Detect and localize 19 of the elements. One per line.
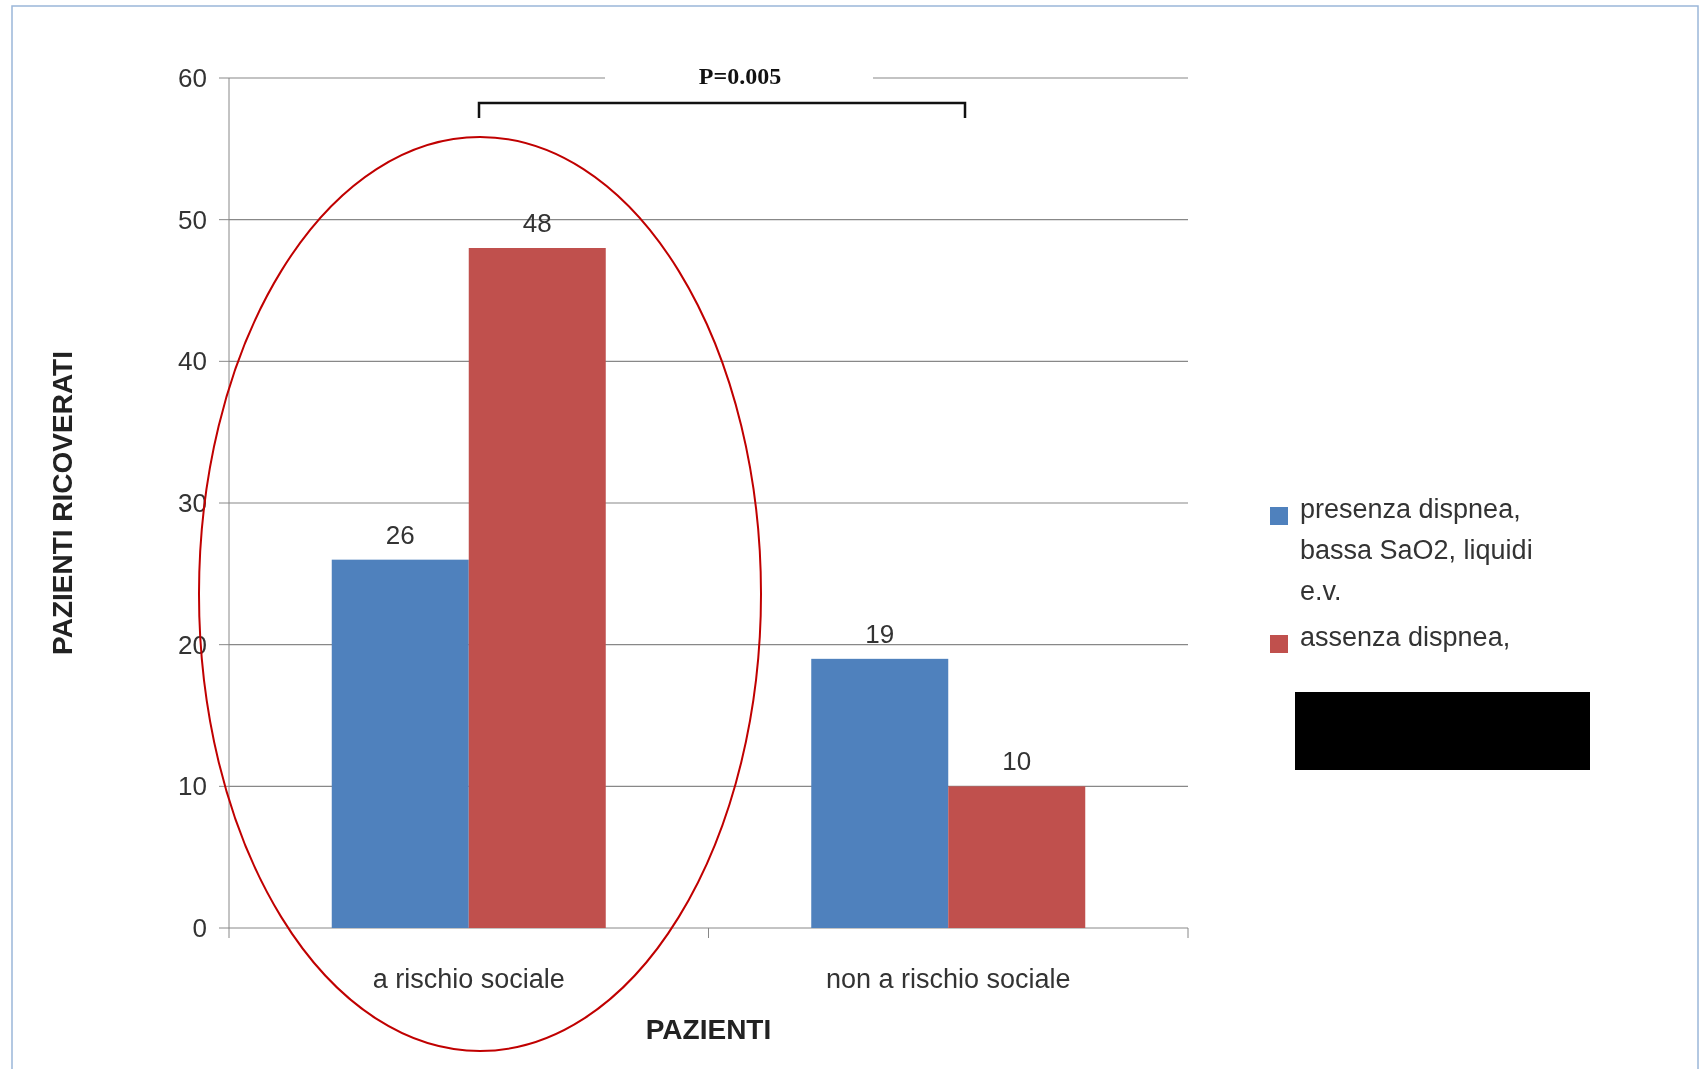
y-tick-label: 40 — [178, 346, 207, 377]
data-label: 19 — [865, 618, 895, 649]
y-tick-label: 10 — [178, 771, 207, 802]
y-axis-title: PAZIENTI RICOVERATI — [47, 351, 78, 655]
bar — [811, 658, 949, 928]
legend-label: presenza dispnea, bassa SaO2, liquidi e.v. — [1300, 494, 1533, 606]
legend-label: assenza dispnea, — [1300, 622, 1511, 652]
bar — [331, 559, 469, 928]
x-tick-label: a rischio sociale — [372, 964, 565, 994]
data-label: 26 — [385, 519, 415, 550]
y-tick-label: 50 — [178, 204, 207, 235]
x-axis-title: PAZIENTI — [645, 1014, 772, 1045]
data-label: 10 — [1002, 746, 1032, 777]
bar — [468, 248, 606, 928]
y-tick-label: 60 — [178, 63, 207, 94]
annotation: P=0.005 — [698, 63, 782, 89]
x-tick-label: non a rischio sociale — [825, 964, 1071, 994]
y-tick-label: 0 — [192, 913, 207, 944]
bar — [948, 786, 1086, 928]
